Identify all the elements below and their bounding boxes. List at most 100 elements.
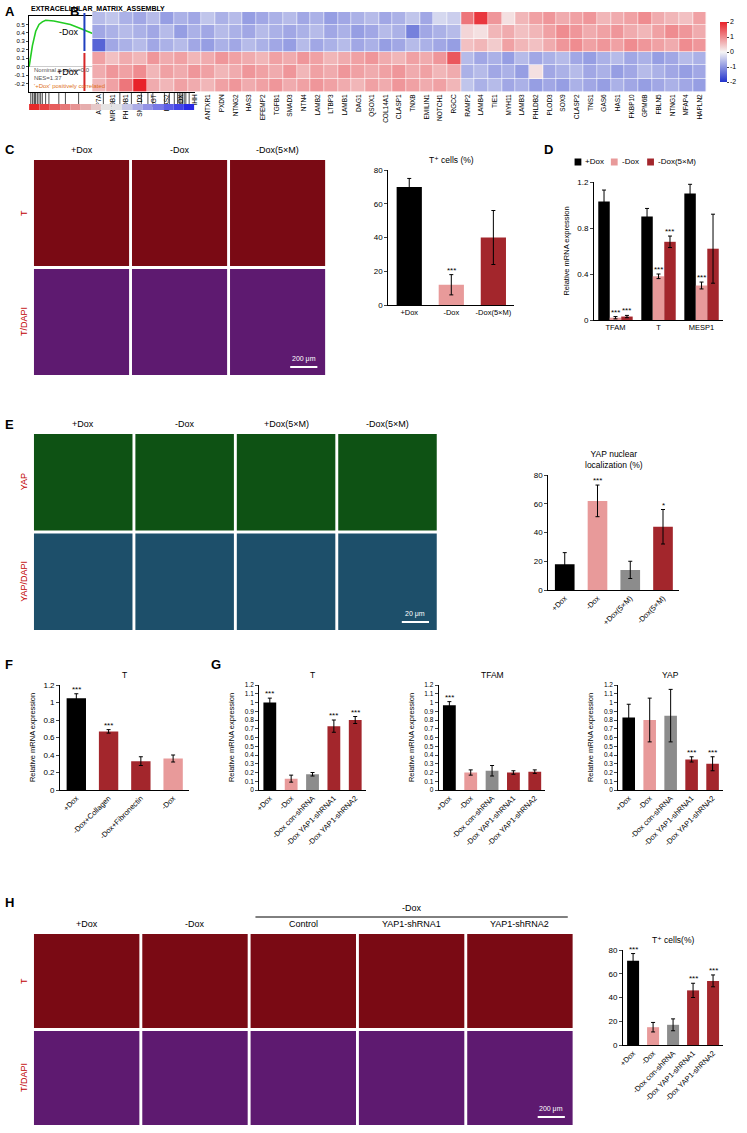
svg-text:40: 40	[374, 233, 383, 242]
svg-text:-Dox: -Dox	[640, 1049, 658, 1067]
svg-text:0.0: 0.0	[17, 64, 26, 70]
svg-text:CLASP1: CLASP1	[395, 94, 402, 119]
svg-text:DAG1: DAG1	[355, 94, 362, 112]
svg-text:80: 80	[609, 946, 618, 955]
svg-text:-2: -2	[730, 78, 736, 85]
svg-text:0.4: 0.4	[577, 270, 589, 279]
svg-text:0.2: 0.2	[604, 769, 613, 776]
svg-text:MFAP4: MFAP4	[682, 94, 689, 116]
svg-text:40: 40	[534, 528, 543, 537]
svg-text:PXDN: PXDN	[218, 94, 225, 112]
svg-text:TNXB: TNXB	[409, 94, 416, 111]
svg-text:1.1: 1.1	[245, 690, 254, 697]
svg-text:EFEMP2: EFEMP2	[259, 94, 266, 120]
svg-text:0.5: 0.5	[604, 743, 613, 750]
svg-text:0.4: 0.4	[424, 751, 433, 758]
svg-text:0.3: 0.3	[245, 760, 254, 767]
svg-text:E: E	[5, 417, 14, 432]
svg-text:0.1: 0.1	[604, 778, 613, 785]
svg-text:-Dox(5×M): -Dox(5×M)	[366, 419, 409, 429]
svg-text:-Dox YAP1-shRNA1: -Dox YAP1-shRNA1	[464, 794, 518, 848]
svg-text:+Dox: +Dox	[71, 145, 93, 155]
svg-text:-Dox: -Dox	[175, 419, 195, 429]
svg-text:T: T	[19, 978, 29, 984]
svg-text:+Dox: +Dox	[255, 794, 274, 813]
svg-text:***: ***	[351, 708, 360, 717]
svg-text:B: B	[70, 4, 79, 19]
svg-text:-Dox: -Dox	[170, 145, 190, 155]
svg-text:ATP7A: ATP7A	[95, 94, 102, 115]
svg-text:LOX: LOX	[177, 94, 184, 108]
svg-text:RAMP2: RAMP2	[464, 94, 471, 117]
svg-text:-Dox YAP1-shRNA2: -Dox YAP1-shRNA2	[663, 1049, 717, 1103]
svg-text:***: ***	[654, 265, 663, 274]
svg-text:+Dox: +Dox	[435, 794, 454, 813]
svg-text:YAP: YAP	[662, 670, 679, 680]
svg-text:0: 0	[730, 48, 734, 55]
svg-text:0.5: 0.5	[424, 743, 433, 750]
svg-text:0.7: 0.7	[245, 725, 254, 732]
svg-text:0: 0	[378, 301, 383, 310]
svg-text:0.8: 0.8	[577, 224, 589, 233]
svg-text:+Dox: +Dox	[76, 919, 98, 929]
svg-text:-Dox con-shRNA: -Dox con-shRNA	[629, 794, 675, 840]
svg-text:-Dox: -Dox	[457, 794, 475, 812]
svg-text:0: 0	[613, 1041, 618, 1050]
svg-text:T/DAPI: T/DAPI	[19, 307, 29, 336]
svg-text:0.6: 0.6	[604, 734, 613, 741]
svg-text:IHH: IHH	[191, 94, 198, 106]
svg-text:Relative mRNA expression: Relative mRNA expression	[28, 693, 37, 782]
svg-text:0.7: 0.7	[604, 725, 613, 732]
svg-text:-Dox YAP1-shRNA1: -Dox YAP1-shRNA1	[284, 794, 338, 848]
svg-text:1.1: 1.1	[424, 690, 433, 697]
svg-text:Relative mRNA expression: Relative mRNA expression	[407, 693, 416, 782]
svg-text:AGT: AGT	[150, 94, 157, 107]
svg-text:20: 20	[609, 1017, 618, 1026]
svg-text:NOTCH1: NOTCH1	[436, 94, 443, 121]
svg-text:2: 2	[730, 18, 734, 25]
svg-text:Relative mRNA expression: Relative mRNA expression	[227, 693, 236, 782]
svg-text:-Dox: -Dox	[584, 594, 602, 612]
svg-text:0.6: 0.6	[43, 733, 55, 742]
svg-text:'+Dox' positively correlated: '+Dox' positively correlated	[34, 83, 105, 89]
svg-text:0.7: 0.7	[424, 725, 433, 732]
svg-text:T: T	[656, 323, 661, 332]
svg-text:0.2: 0.2	[17, 47, 26, 53]
svg-text:+Dox: +Dox	[400, 308, 418, 317]
svg-text:1: 1	[609, 699, 613, 706]
svg-text:200 μm: 200 μm	[539, 1105, 563, 1113]
svg-text:Control: Control	[289, 919, 318, 929]
svg-text:-Dox: -Dox	[59, 27, 79, 37]
svg-text:***: ***	[329, 711, 338, 720]
svg-text:YAP: YAP	[19, 473, 29, 490]
svg-text:T: T	[122, 670, 127, 680]
svg-text:T⁺ cells (%): T⁺ cells (%)	[429, 155, 474, 165]
svg-text:PHLDB1: PHLDB1	[122, 94, 129, 120]
svg-text:HAS1: HAS1	[614, 94, 621, 111]
svg-text:F: F	[5, 657, 13, 672]
svg-text:0.4: 0.4	[245, 751, 254, 758]
svg-text:T: T	[19, 210, 29, 216]
svg-text:0.2: 0.2	[424, 769, 433, 776]
svg-text:0.8: 0.8	[43, 716, 55, 725]
svg-text:-Dox: -Dox	[636, 794, 654, 812]
svg-text:0.9: 0.9	[604, 708, 613, 715]
svg-text:0: 0	[430, 786, 434, 793]
svg-text:-Dox(5×M): -Dox(5×M)	[256, 145, 299, 155]
svg-text:***: ***	[593, 476, 602, 485]
svg-text:A: A	[5, 4, 15, 19]
svg-text:20: 20	[374, 267, 383, 276]
svg-text:0.5: 0.5	[17, 22, 26, 28]
svg-text:NES=1.37: NES=1.37	[34, 75, 62, 81]
svg-text:***: ***	[622, 306, 631, 315]
svg-text:*: *	[662, 501, 665, 510]
svg-text:ANTXR1: ANTXR1	[204, 94, 211, 120]
svg-text:60: 60	[374, 200, 383, 209]
svg-text:LAMB1: LAMB1	[341, 94, 348, 116]
svg-text:1.2: 1.2	[43, 681, 55, 690]
svg-text:CLASP2: CLASP2	[573, 94, 580, 119]
svg-text:+Dox(5×M): +Dox(5×M)	[264, 419, 309, 429]
svg-text:TGFB1: TGFB1	[273, 94, 280, 115]
svg-text:0: 0	[50, 786, 55, 795]
svg-text:+Dox: +Dox	[61, 794, 80, 813]
